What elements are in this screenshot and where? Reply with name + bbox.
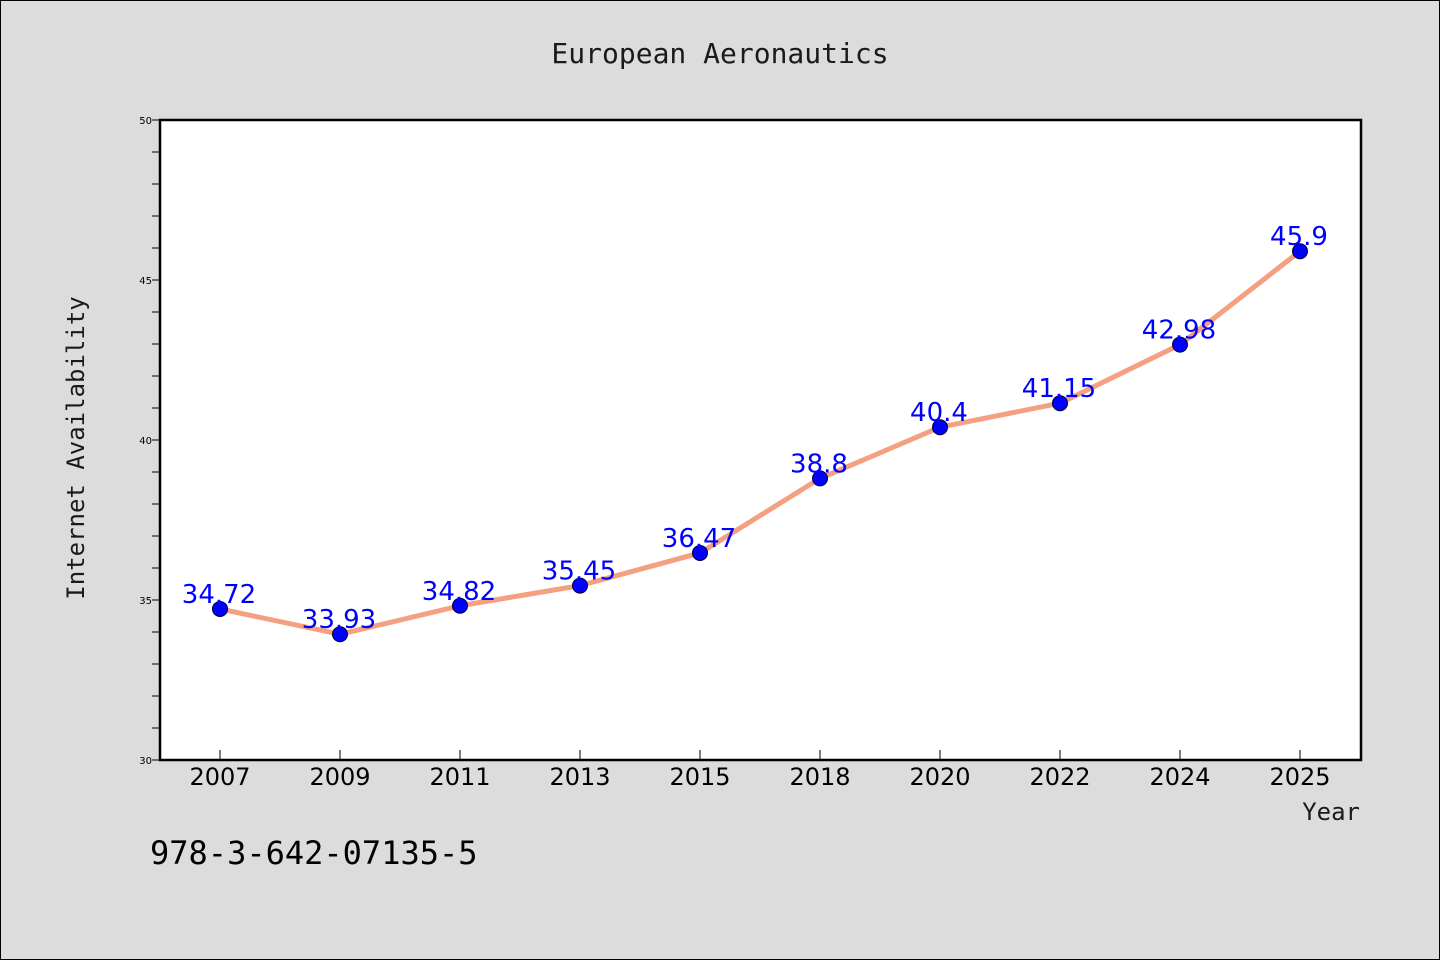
data-label: 34.72 <box>182 580 256 610</box>
y-axis: 30 35 40 45 50 <box>139 116 160 767</box>
y-tick-label: 50 <box>139 116 152 127</box>
data-point <box>452 597 468 614</box>
data-label: 42.98 <box>1142 316 1216 346</box>
x-tick-label: 2009 <box>309 763 370 791</box>
data-label: 45.9 <box>1270 222 1328 252</box>
data-point <box>812 470 828 487</box>
data-point <box>1292 243 1308 260</box>
y-axis-label: Internet Availability <box>62 296 90 599</box>
x-tick-label: 2007 <box>189 763 250 791</box>
data-point <box>692 544 708 561</box>
x-tick-label: 2013 <box>549 763 610 791</box>
series-line <box>217 248 1303 637</box>
data-label: 33.93 <box>302 605 376 635</box>
plot-area <box>158 118 1363 762</box>
x-tick-label: 2020 <box>909 763 970 791</box>
y-tick-label: 35 <box>139 596 152 607</box>
x-tick-label: 2022 <box>1029 763 1090 791</box>
x-tick-label: 2025 <box>1269 763 1330 791</box>
data-point <box>1052 395 1068 412</box>
data-label: 41.15 <box>1022 374 1096 404</box>
y-tick-label: 30 <box>139 756 152 767</box>
x-tick-label: 2018 <box>789 763 850 791</box>
data-point <box>1172 336 1188 353</box>
data-label: 35.45 <box>542 557 616 587</box>
x-axis: 2007 2009 2011 2013 2015 2018 2020 2022 2024 2025 <box>189 750 1331 791</box>
x-tick-label: 2011 <box>429 763 490 791</box>
data-label: 34.82 <box>422 577 496 607</box>
data-point <box>332 626 348 643</box>
data-point <box>932 419 948 436</box>
x-axis-label: Year <box>1302 798 1360 826</box>
data-labels: 34.72 33.93 34.82 35.45 36.47 38.8 40.4 41.15 42… <box>182 222 1328 635</box>
data-label: 40.4 <box>910 398 968 428</box>
data-point <box>212 600 228 617</box>
isbn-footer: 978-3-642-07135-5 <box>150 834 478 872</box>
data-label: 38.8 <box>790 449 848 479</box>
chart-title: European Aeronautics <box>551 37 888 70</box>
data-point <box>572 577 588 594</box>
data-label: 36.47 <box>662 524 736 554</box>
series-markers <box>212 243 1308 643</box>
y-tick-label: 40 <box>139 436 152 447</box>
x-tick-label: 2024 <box>1149 763 1210 791</box>
x-tick-label: 2015 <box>669 763 730 791</box>
y-tick-label: 45 <box>139 276 152 287</box>
